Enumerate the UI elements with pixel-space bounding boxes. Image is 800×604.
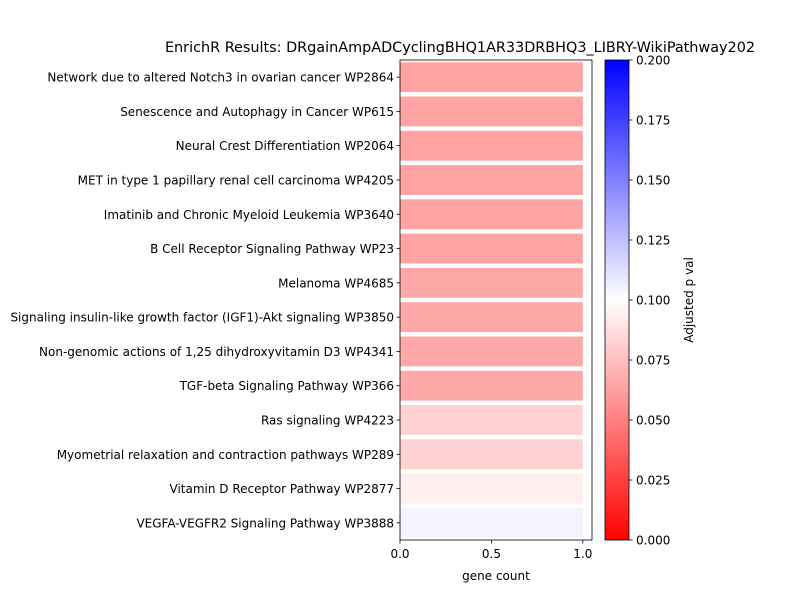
colorbar-tick-label: 0.025 — [636, 474, 670, 488]
y-tick-label: Imatinib and Chronic Myeloid Leukemia WP… — [104, 208, 394, 222]
y-tick-label: Network due to altered Notch3 in ovarian… — [47, 71, 394, 85]
colorbar-tick-label: 0.000 — [636, 534, 670, 548]
bar-group — [400, 62, 583, 538]
y-tick-label: Melanoma WP4685 — [278, 276, 394, 290]
bar — [400, 165, 583, 195]
colorbar-tick-label: 0.100 — [636, 294, 670, 308]
chart-title: EnrichR Results: DRgainAmpADCyclingBHQ1A… — [165, 40, 755, 56]
colorbar-tick-label: 0.175 — [636, 114, 670, 128]
x-tick-label: 0.5 — [482, 547, 501, 561]
y-tick-label: Senescence and Autophagy in Cancer WP615 — [120, 105, 394, 119]
y-tick-label: Ras signaling WP4223 — [261, 414, 394, 428]
bar — [400, 336, 583, 367]
colorbar-tick-label: 0.150 — [636, 174, 670, 188]
bar — [400, 199, 583, 230]
bar — [400, 130, 583, 161]
y-tick-label: TGF-beta Signaling Pathway WP366 — [179, 379, 394, 393]
x-axis: 0.0 0.5 1.0 — [390, 540, 592, 561]
colorbar-gradient — [604, 59, 630, 541]
bar — [400, 439, 583, 470]
y-tick-label: Neural Crest Differentiation WP2064 — [176, 139, 394, 153]
bar — [400, 302, 583, 333]
colorbar: 0.000 0.025 0.050 0.075 0.100 0.125 0.150 0.175… — [604, 54, 696, 548]
bar — [400, 62, 583, 93]
y-tick-label: B Cell Receptor Signaling Pathway WP23 — [150, 242, 394, 256]
bar — [400, 96, 583, 127]
plot-frame — [399, 59, 593, 541]
y-tick-label: Vitamin D Receptor Pathway WP2877 — [170, 482, 395, 496]
bar — [400, 233, 583, 264]
colorbar-tick-label: 0.125 — [636, 234, 670, 248]
colorbar-tick-label: 0.200 — [636, 54, 670, 68]
x-tick-label: 1.0 — [573, 547, 592, 561]
y-tick-label: MET in type 1 papillary renal cell carci… — [78, 174, 394, 188]
colorbar-label: Adjusted p val — [682, 257, 696, 343]
y-tick-label: VEGFA-VEGFR2 Signaling Pathway WP3888 — [136, 516, 394, 530]
y-tick-labels: Network due to altered Notch3 in ovarian… — [10, 71, 400, 530]
y-tick-label: Signaling insulin-like growth factor (IG… — [10, 311, 394, 325]
bar — [400, 507, 583, 538]
y-tick-label: Myometrial relaxation and contraction pa… — [57, 448, 394, 462]
colorbar-tick-label: 0.050 — [636, 414, 670, 428]
x-axis-label: gene count — [462, 569, 530, 583]
bar — [400, 370, 583, 401]
bar — [400, 267, 583, 298]
colorbar-tick-label: 0.075 — [636, 354, 670, 368]
bar — [400, 405, 583, 435]
x-tick-label: 0.0 — [390, 547, 409, 561]
bar — [400, 473, 583, 504]
y-tick-label: Non-genomic actions of 1,25 dihydroxyvit… — [39, 345, 394, 359]
